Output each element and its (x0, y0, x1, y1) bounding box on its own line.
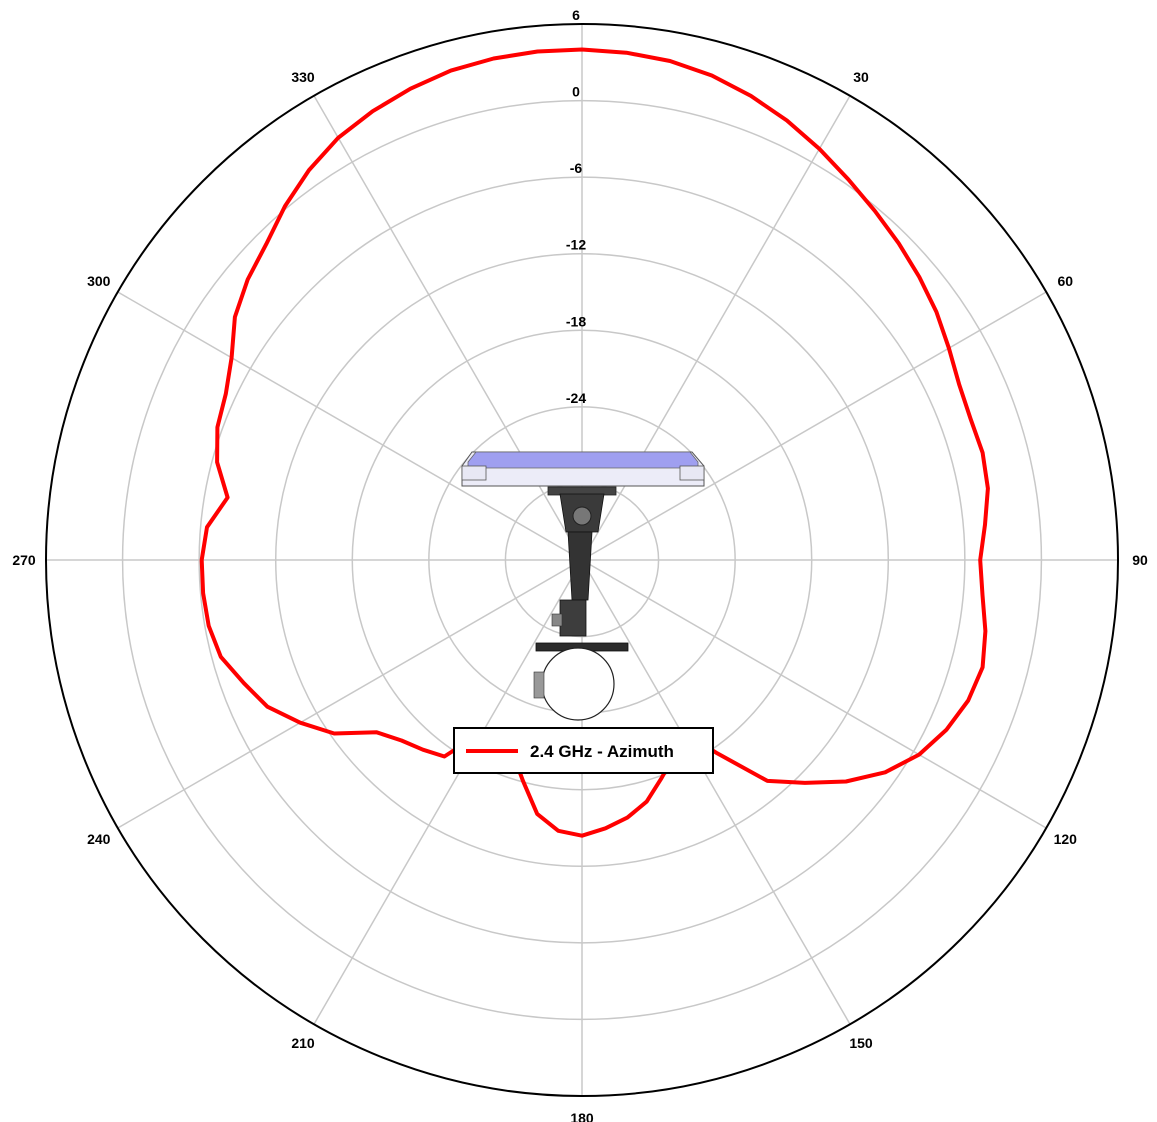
grid-spoke (581, 95, 851, 561)
angular-tick-label: 30 (853, 69, 869, 85)
angular-tick-label: 330 (291, 69, 315, 85)
legend-entry-label: 2.4 GHz - Azimuth (530, 742, 674, 761)
radial-tick-label: 6 (572, 7, 580, 23)
axis-tick-labels: 60-6-12-18-24306090120150180210240270300… (12, 7, 1148, 1122)
grid-spoke (581, 291, 1047, 561)
radial-tick-label: -6 (570, 160, 583, 176)
angular-tick-label: 120 (1054, 831, 1078, 847)
angular-tick-label: 150 (849, 1035, 873, 1051)
angular-tick-label: 90 (1132, 552, 1148, 568)
grid-spoke (313, 559, 583, 1025)
grid-spoke (581, 559, 851, 1025)
series-line-2-4ghz-azimuth (199, 47, 990, 838)
grid-spoke (313, 95, 583, 561)
outer-circle (45, 23, 1119, 1097)
radial-tick-label: -18 (566, 313, 586, 329)
polar-grid (45, 23, 1119, 1097)
grid-spoke (581, 559, 1047, 829)
angular-tick-label: 60 (1057, 273, 1073, 289)
angular-tick-label: 210 (291, 1035, 315, 1051)
radial-tick-label: 0 (572, 84, 580, 100)
legend: 2.4 GHz - Azimuth (453, 727, 714, 774)
radial-tick-label: -24 (566, 390, 586, 406)
angular-tick-label: 180 (570, 1110, 594, 1122)
antenna-device-image (461, 451, 705, 721)
radial-tick-label: -12 (566, 237, 586, 253)
angular-tick-label: 300 (87, 273, 111, 289)
angular-tick-label: 270 (12, 552, 36, 568)
grid-spoke (117, 291, 583, 561)
grid-spoke (117, 559, 583, 829)
angular-tick-label: 240 (87, 831, 111, 847)
